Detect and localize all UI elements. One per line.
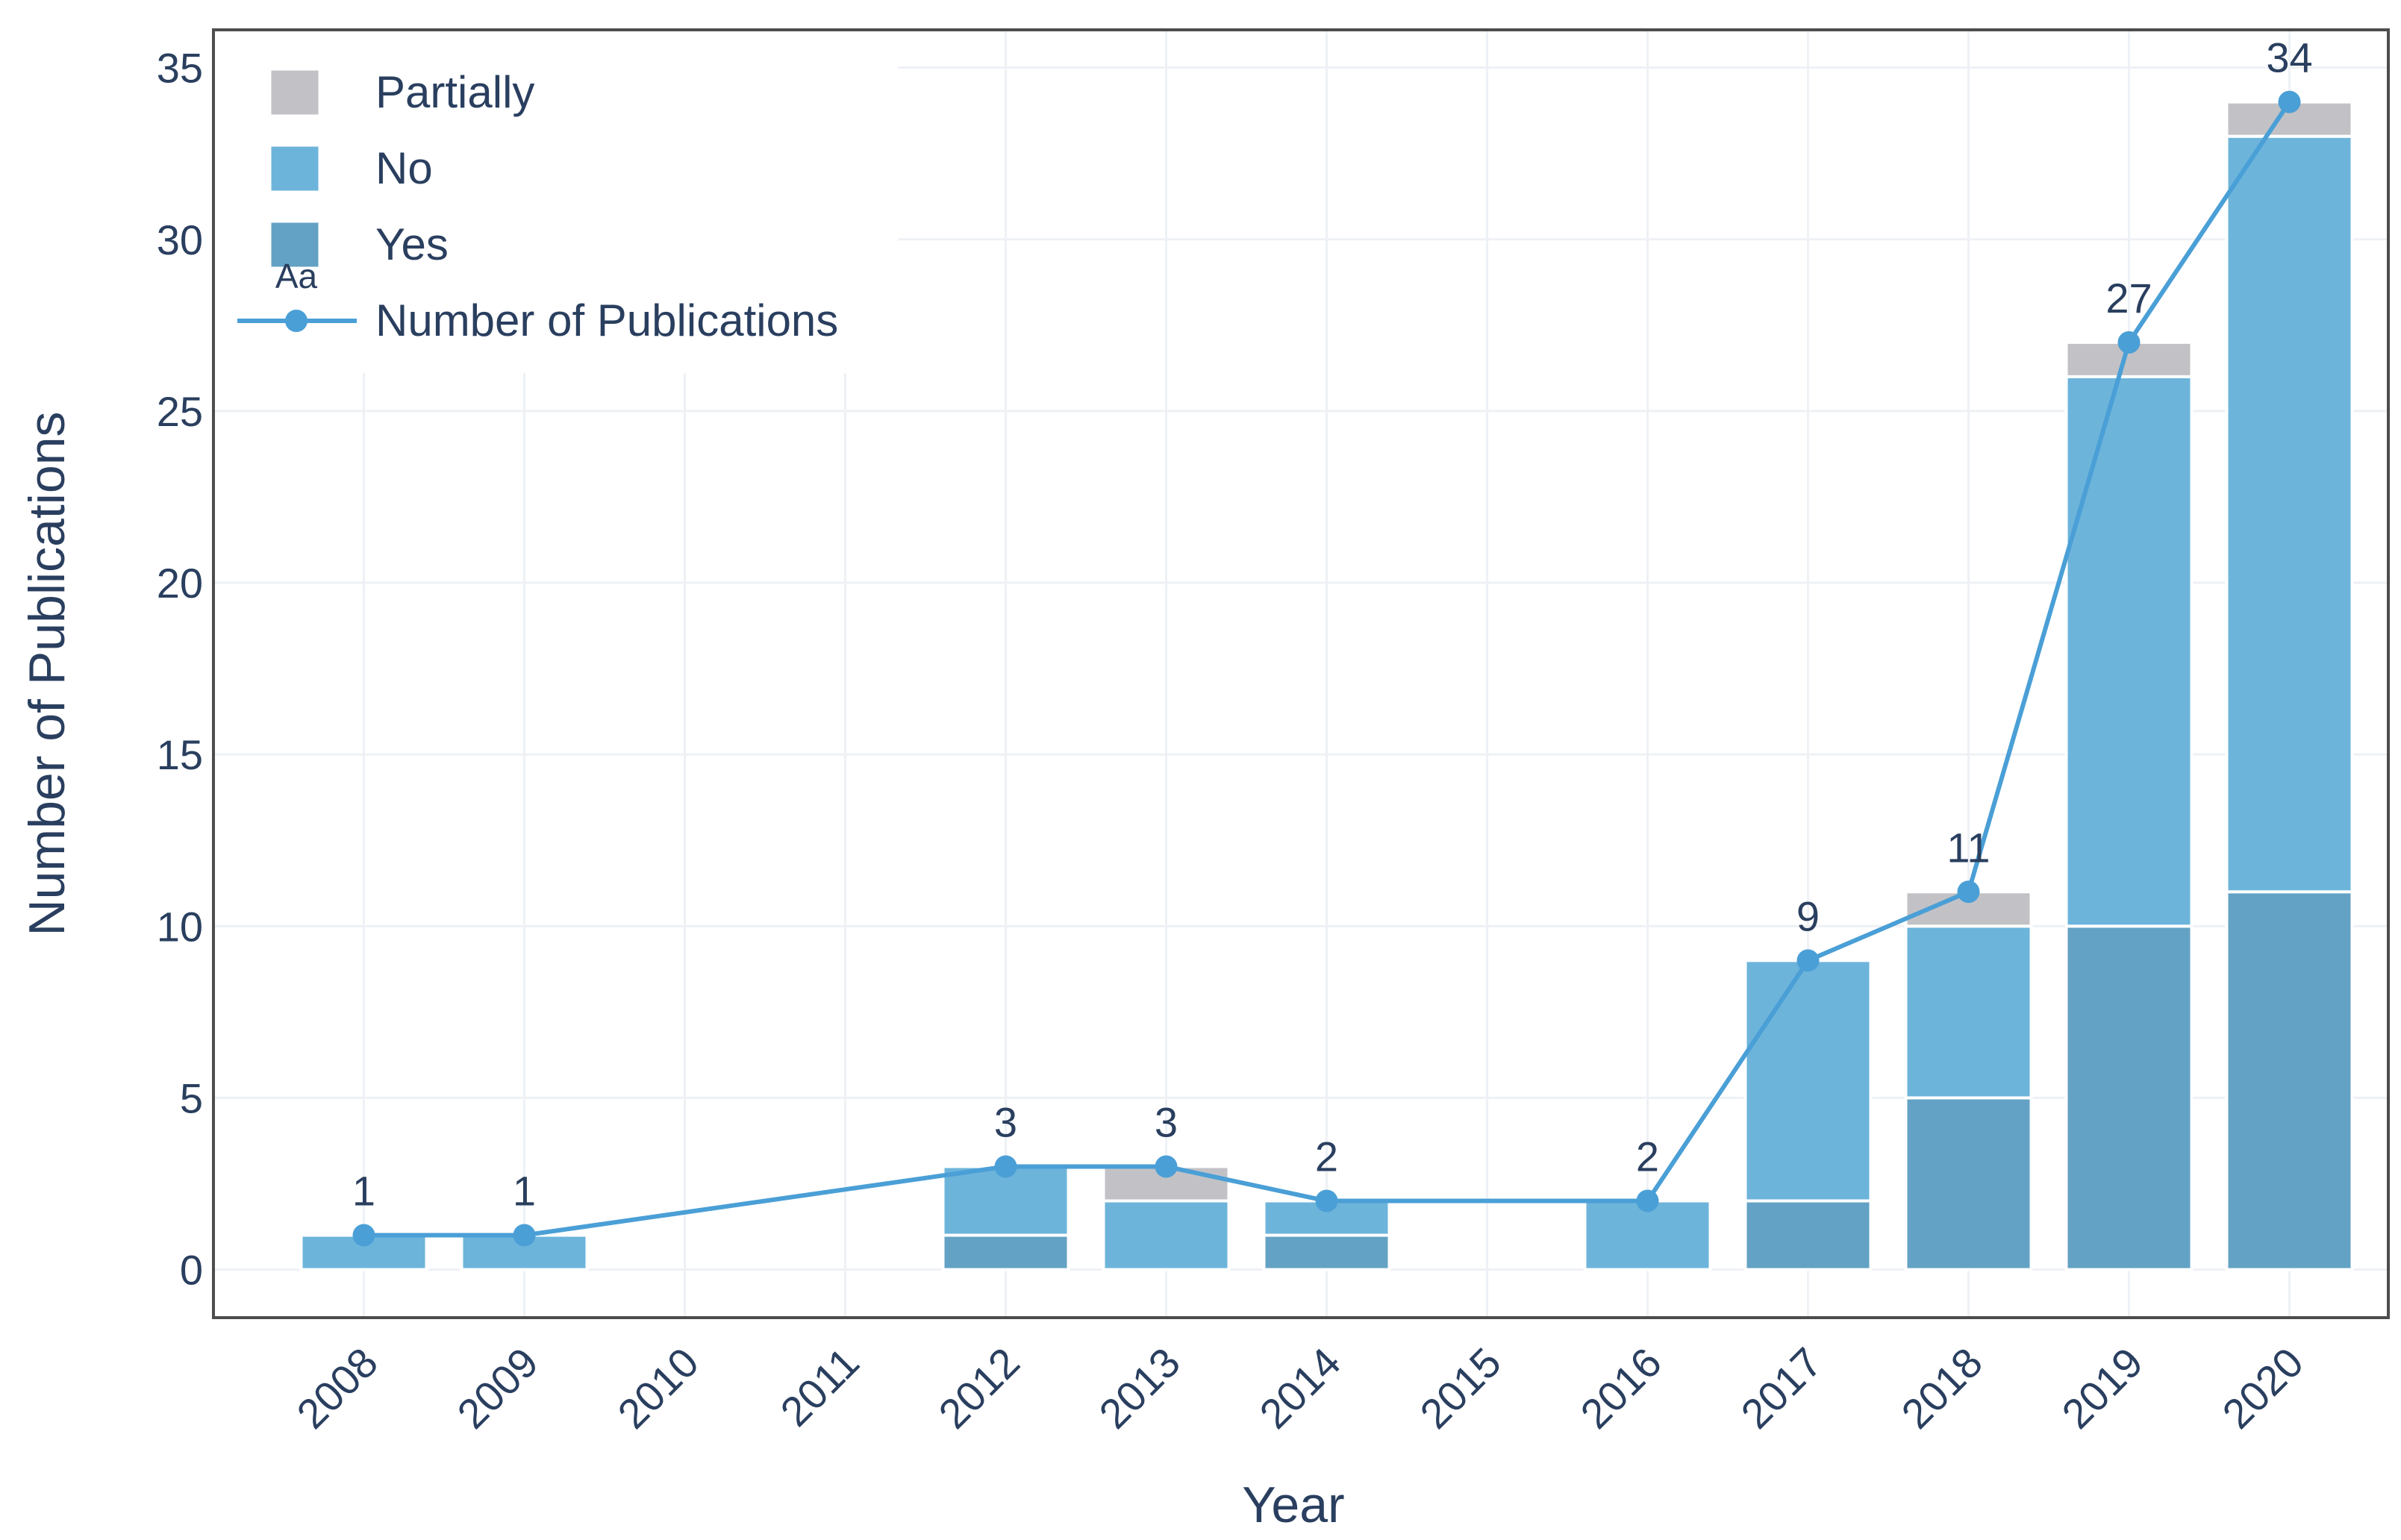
bar-yes-2012 — [941, 1233, 1070, 1271]
data-label-2018: 11 — [1946, 824, 1990, 871]
data-label-2013: 3 — [1155, 1098, 1178, 1145]
y-tick-label-20: 20 — [157, 560, 203, 607]
x-tick-label-2012: 2012 — [929, 1339, 1028, 1438]
x-tick-label-2018: 2018 — [1892, 1339, 1991, 1438]
y-tick-label-10: 10 — [157, 903, 203, 950]
bar-yes-2014 — [1262, 1233, 1391, 1271]
legend-swatch-no — [269, 144, 321, 193]
data-label-2020: 34 — [2266, 34, 2312, 81]
y-tick-label-35: 35 — [157, 45, 203, 92]
x-tick-label-2016: 2016 — [1571, 1339, 1670, 1438]
x-tick-label-2020: 2020 — [2213, 1339, 2312, 1438]
legend-label-number-of-publications: Number of Publications — [375, 295, 838, 345]
bar-no-2013 — [1102, 1199, 1231, 1271]
y-axis-title: Number of Publications — [19, 411, 75, 936]
data-label-2017: 9 — [1796, 892, 1820, 939]
legend: Partially No Yes Aa Number of Publications — [215, 31, 898, 373]
legend-text-glyph: Aa — [275, 257, 318, 295]
x-tick-label-2013: 2013 — [1090, 1339, 1189, 1438]
data-label-2019: 27 — [2105, 275, 2152, 322]
bar-no-2016 — [1583, 1199, 1712, 1271]
x-tick-label-2017: 2017 — [1732, 1339, 1831, 1438]
x-tick-label-2011: 2011 — [771, 1339, 868, 1436]
x-tick-label-2010: 2010 — [608, 1339, 708, 1438]
x-tick-label-2009: 2009 — [448, 1339, 547, 1438]
point-marker-2017 — [1796, 949, 1820, 972]
x-axis-title: Year — [1242, 1477, 1344, 1533]
point-marker-2018 — [1957, 880, 1980, 904]
y-tick-label-5: 5 — [180, 1074, 203, 1121]
bar-no-2020 — [2225, 134, 2354, 894]
bar-yes-2018 — [1904, 1096, 2033, 1271]
data-label-2016: 2 — [1636, 1133, 1659, 1180]
point-marker-2019 — [2117, 331, 2141, 354]
point-marker-2008 — [352, 1224, 375, 1247]
legend-swatch-partially — [269, 68, 321, 117]
x-axis-ticks: 2008 2009 2010 2011 2012 2013 2014 2015 2016 2017… — [287, 1339, 2312, 1438]
bars-layer — [299, 100, 2354, 1271]
point-marker-2020 — [2278, 90, 2301, 113]
y-tick-label-30: 30 — [157, 216, 203, 263]
bar-yes-2019 — [2064, 924, 2194, 1271]
point-marker-2014 — [1315, 1189, 1338, 1212]
x-tick-label-2019: 2019 — [2052, 1339, 2152, 1438]
y-axis-ticks: 0 5 10 15 20 25 30 35 — [157, 45, 203, 1294]
line-layer — [352, 90, 2301, 1247]
legend-background — [215, 31, 898, 373]
bar-no-2019 — [2064, 375, 2194, 928]
point-marker-2012 — [994, 1155, 1017, 1178]
publications-line — [363, 100, 2291, 1238]
data-label-2014: 2 — [1315, 1133, 1338, 1180]
y-tick-label-0: 0 — [180, 1247, 203, 1294]
bar-no-2017 — [1743, 959, 1873, 1203]
legend-label-partially: Partially — [375, 67, 534, 117]
y-tick-label-15: 15 — [157, 731, 203, 778]
legend-line-marker — [285, 310, 307, 332]
x-tick-label-2015: 2015 — [1411, 1339, 1510, 1438]
legend-swatch-yes — [269, 220, 321, 269]
x-tick-label-2014: 2014 — [1250, 1339, 1349, 1438]
data-label-2008: 1 — [352, 1168, 375, 1215]
bar-yes-2020 — [2225, 890, 2354, 1271]
legend-label-no: No — [375, 143, 433, 193]
legend-label-yes: Yes — [375, 219, 449, 269]
data-label-2012: 3 — [994, 1098, 1017, 1145]
x-tick-label-2008: 2008 — [287, 1339, 387, 1438]
plot-frame — [212, 28, 2390, 1319]
bar-no-2018 — [1904, 924, 2033, 1100]
point-marker-2009 — [513, 1224, 536, 1247]
point-marker-2016 — [1636, 1189, 1659, 1212]
y-tick-label-25: 25 — [157, 388, 203, 435]
point-marker-2013 — [1155, 1155, 1178, 1178]
bar-yes-2017 — [1743, 1199, 1873, 1271]
data-label-2009: 1 — [513, 1168, 536, 1215]
